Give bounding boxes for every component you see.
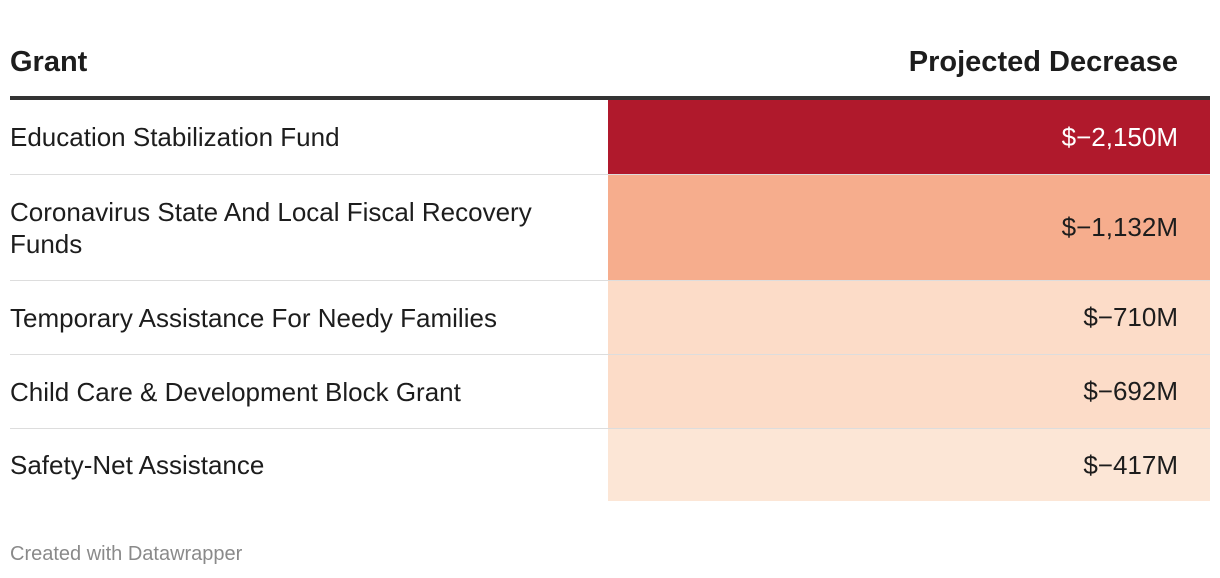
projected-decrease-cell: $−710M (608, 281, 1210, 354)
grant-name-cell: Temporary Assistance For Needy Families (10, 302, 497, 333)
table-row: Child Care & Development Block Grant $−6… (10, 355, 1210, 429)
projected-decrease-cell: $−1,132M (608, 175, 1210, 280)
table-header: Grant Projected Decrease (10, 38, 1210, 100)
grant-name-cell: Child Care & Development Block Grant (10, 376, 461, 407)
projected-decrease-cell: $−417M (608, 429, 1210, 501)
datawrapper-credit: Created with Datawrapper (10, 543, 243, 565)
table-row: Temporary Assistance For Needy Families … (10, 281, 1210, 355)
column-header-projected-decrease: Projected Decrease (908, 46, 1178, 78)
column-header-grant: Grant (10, 46, 88, 78)
projected-decrease-cell: $−692M (608, 355, 1210, 428)
table-row: Safety-Net Assistance $−417M (10, 429, 1210, 501)
projected-decrease-cell: $−2,150M (608, 100, 1210, 174)
data-table: Grant Projected Decrease Education Stabi… (10, 38, 1210, 501)
grant-name-cell: Coronavirus State And Local Fiscal Recov… (10, 196, 532, 259)
table-row: Education Stabilization Fund $−2,150M (10, 100, 1210, 175)
table-body: Education Stabilization Fund $−2,150M Co… (10, 100, 1210, 501)
grant-name-cell: Safety-Net Assistance (10, 450, 265, 480)
table-row: Coronavirus State And Local Fiscal Recov… (10, 175, 1210, 281)
grant-name-cell: Education Stabilization Fund (10, 122, 340, 152)
